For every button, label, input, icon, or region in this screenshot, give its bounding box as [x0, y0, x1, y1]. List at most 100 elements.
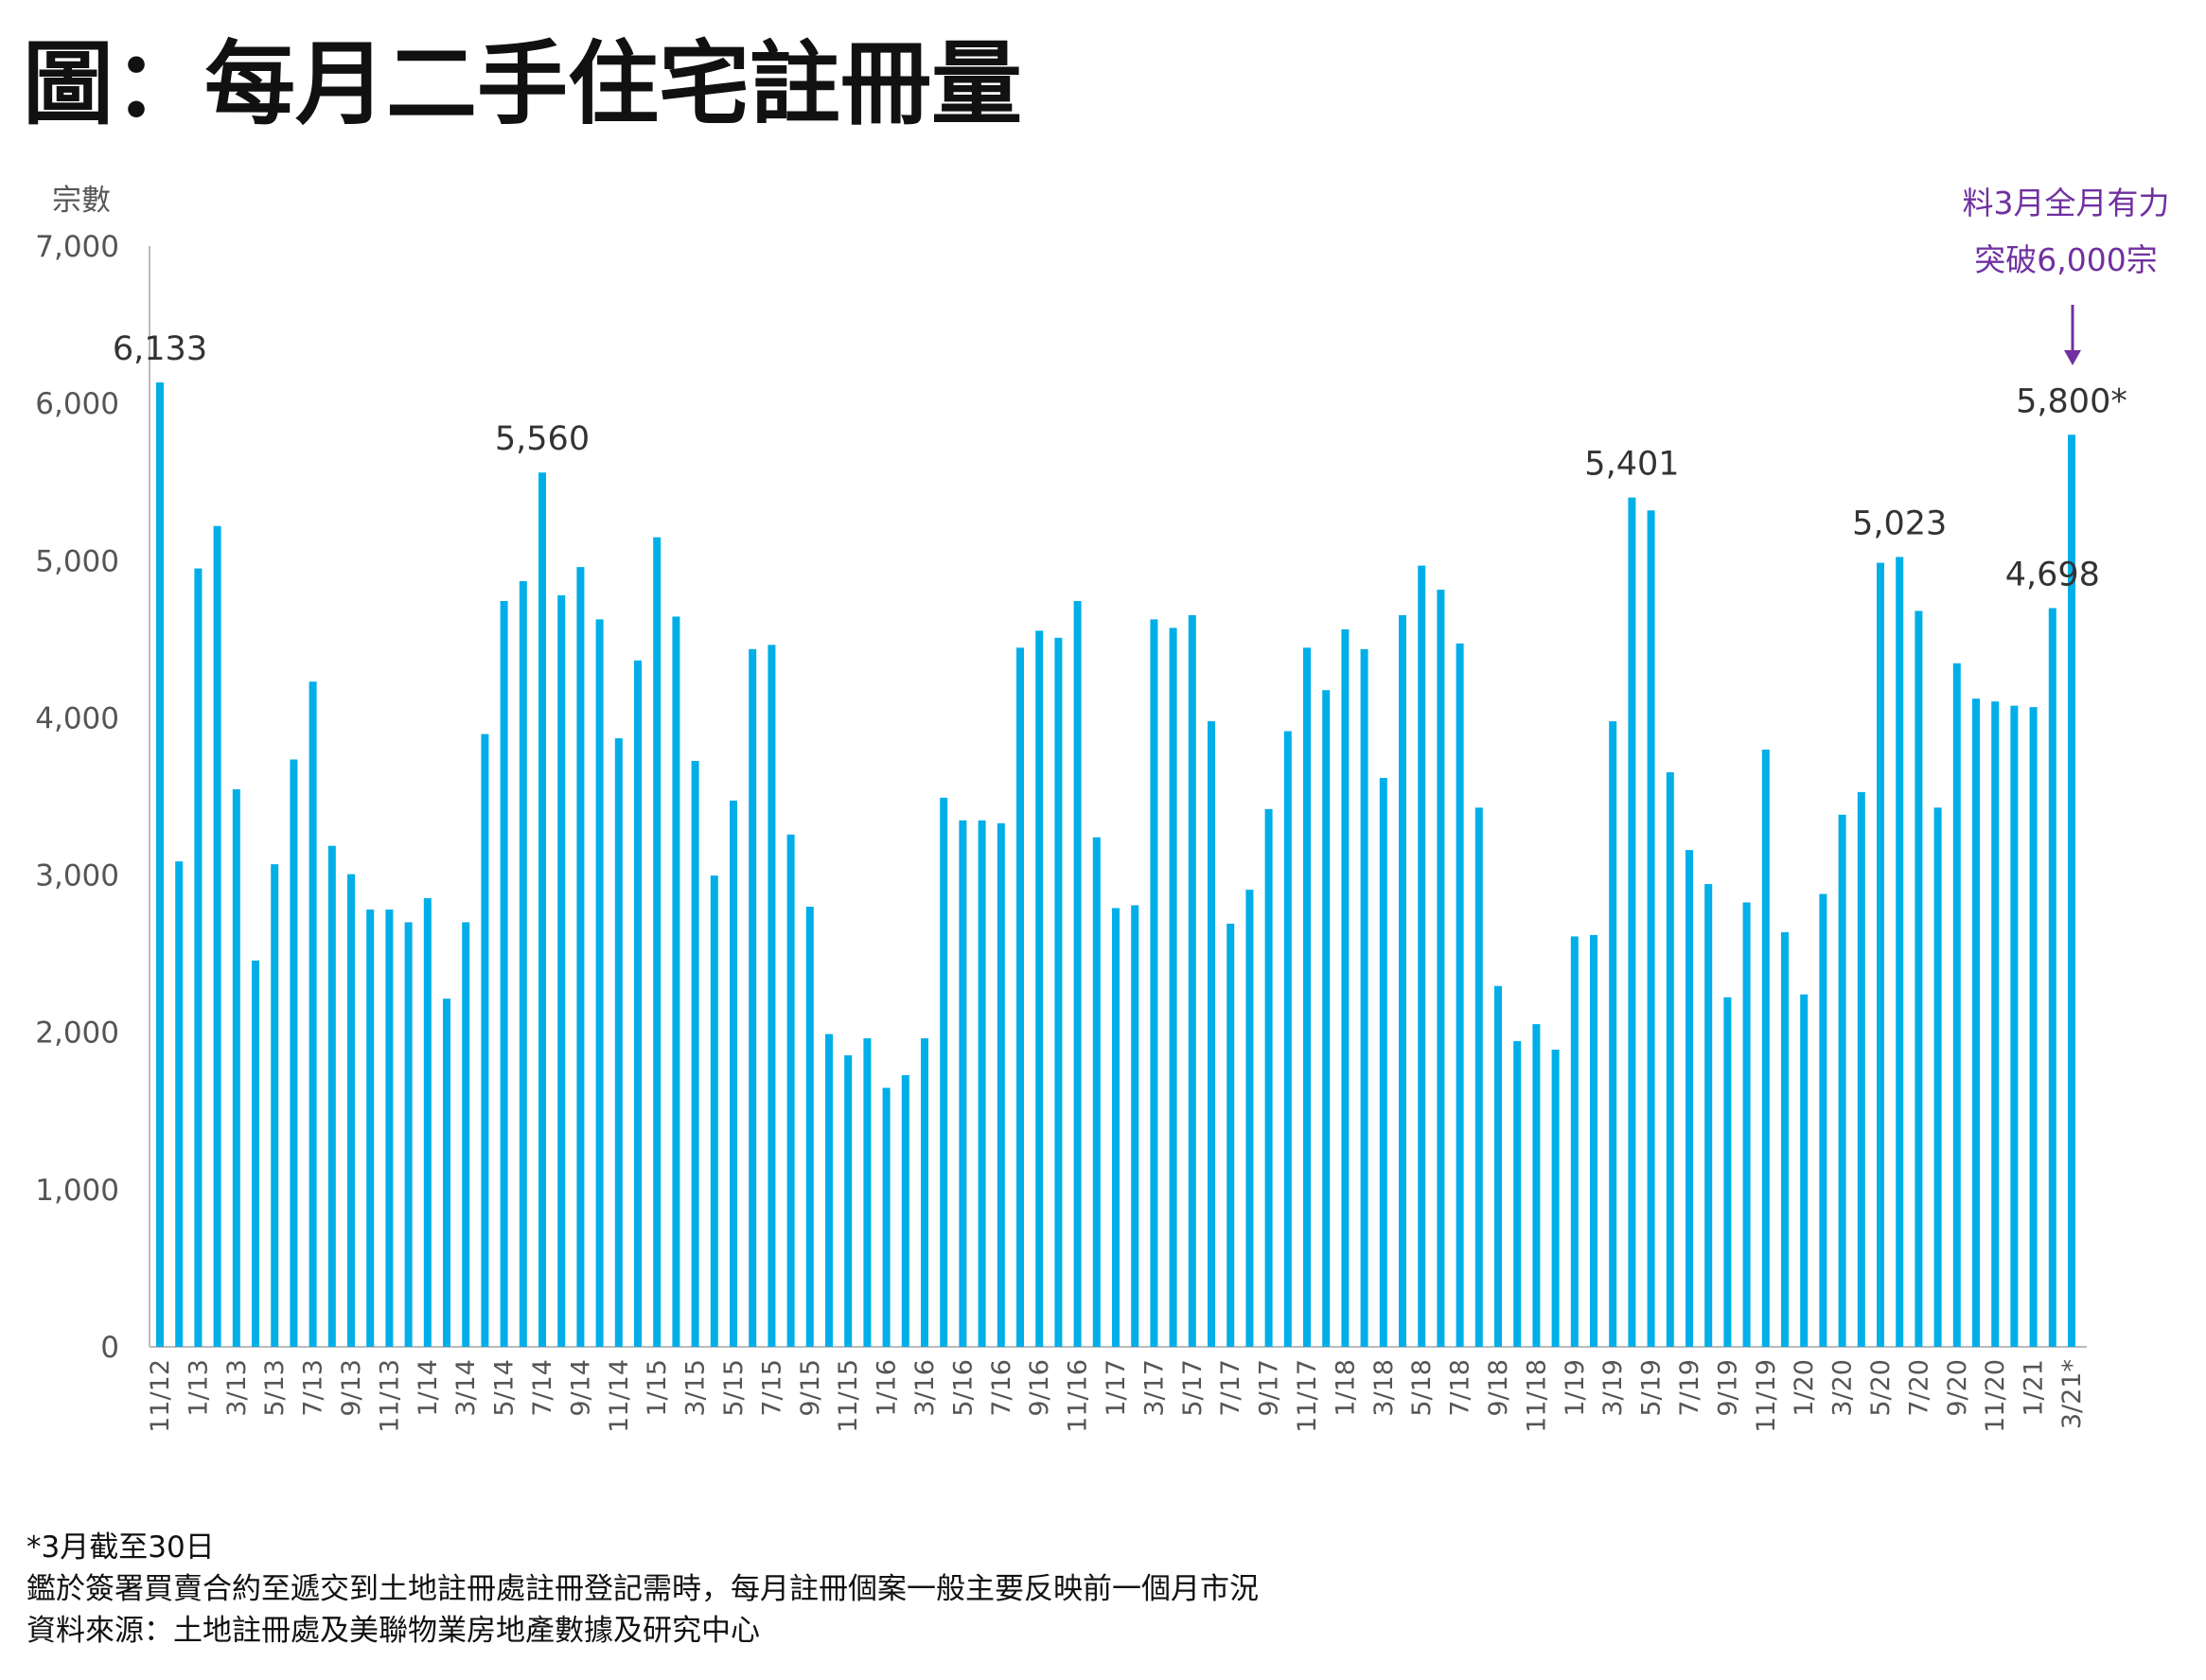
bar-11/14	[614, 738, 623, 1347]
x-tick-label: 9/17	[1255, 1359, 1284, 1417]
bar-9/13	[347, 874, 355, 1347]
bar-4/14	[481, 734, 489, 1347]
y-tick-label: 3,000	[35, 859, 119, 893]
x-tick-label: 3/20	[1828, 1359, 1858, 1417]
x-tick-label: 9/13	[337, 1359, 366, 1417]
bar-1/19	[1570, 936, 1579, 1347]
bar-10/18	[1513, 1041, 1522, 1347]
bar-3/15	[691, 760, 699, 1347]
x-tick-label: 9/15	[796, 1359, 825, 1417]
bar-6/19	[1666, 771, 1674, 1347]
bar-8/18	[1474, 807, 1483, 1347]
y-tick-label: 0	[100, 1331, 119, 1365]
y-tick-label: 2,000	[35, 1017, 119, 1051]
bar-7/13	[309, 681, 317, 1347]
x-tick-label: 7/17	[1216, 1359, 1245, 1417]
bar-5/14	[500, 600, 508, 1347]
footnote-1: *3月截至30日	[26, 1530, 215, 1565]
bar-10/17	[1283, 731, 1292, 1347]
bar-2/17	[1131, 905, 1139, 1347]
bar-6/14	[519, 581, 527, 1347]
x-tick-label: 3/15	[681, 1359, 711, 1417]
annotation-line-2: 突破6,000宗	[1974, 241, 2157, 278]
bar-5/13	[271, 864, 279, 1347]
bar-3/16	[921, 1038, 928, 1347]
bar-12/18	[1551, 1049, 1560, 1347]
bar-11/15	[844, 1054, 853, 1347]
bar-10/15	[825, 1034, 833, 1347]
annotation-arrow-icon	[2064, 305, 2081, 365]
bar-11/20	[1991, 701, 2000, 1347]
x-tick-label: 5/14	[490, 1359, 520, 1417]
bar-8/16	[1016, 647, 1024, 1347]
bar-9/17	[1264, 808, 1273, 1347]
bar-11/13	[385, 909, 394, 1347]
x-tick-label: 5/20	[1866, 1359, 1896, 1417]
bar-9/18	[1494, 985, 1502, 1347]
x-tick-label: 1/17	[1102, 1359, 1131, 1417]
data-label: 5,023	[1852, 504, 1947, 542]
bar-7/17	[1227, 923, 1235, 1347]
x-tick-label: 3/19	[1598, 1359, 1628, 1417]
bar-12/17	[1322, 690, 1331, 1347]
x-tick-label: 1/13	[184, 1359, 213, 1417]
x-tick-label: 11/19	[1752, 1359, 1781, 1433]
bar-3/17	[1150, 619, 1158, 1347]
x-tick-label: 11/17	[1293, 1359, 1322, 1433]
x-tick-label: 9/14	[566, 1359, 595, 1417]
bar-4/15	[710, 875, 718, 1347]
bar-7/14	[538, 472, 546, 1347]
bar-3/20	[1838, 814, 1846, 1347]
data-label: 5,800*	[2016, 382, 2127, 420]
x-tick-label: 3/13	[222, 1359, 252, 1417]
bar-7/18	[1456, 643, 1464, 1347]
bar-12/12	[175, 861, 184, 1347]
bar-2/18	[1360, 648, 1368, 1347]
x-tick-label: 11/20	[1981, 1359, 2010, 1433]
x-tick-label: 3/21*	[2057, 1359, 2087, 1429]
x-tick-label: 11/12	[146, 1359, 175, 1433]
annotation-line-1: 料3月全月有力	[1963, 185, 2170, 221]
bar-9/20	[1952, 663, 1961, 1347]
bar-4/13	[252, 960, 259, 1347]
bar-1/14	[423, 897, 432, 1347]
x-tick-label: 11/14	[605, 1359, 634, 1433]
bar-6/16	[978, 820, 986, 1347]
data-label: 5,560	[495, 420, 590, 458]
chart-title: 圖：每月二手住宅註冊量	[23, 31, 1022, 137]
x-tick-label: 1/14	[414, 1359, 443, 1417]
x-tick-label: 9/19	[1713, 1359, 1742, 1417]
bar-8/19	[1704, 884, 1713, 1347]
x-tick-label: 5/16	[948, 1359, 978, 1417]
bar-10/16	[1054, 637, 1063, 1347]
bar-1/20	[1800, 994, 1809, 1347]
y-axis-label: 宗數	[52, 184, 111, 218]
bar-11/18	[1532, 1024, 1541, 1347]
bar-1/13	[194, 568, 203, 1347]
x-tick-label: 5/18	[1407, 1359, 1437, 1417]
bar-1/21	[2029, 707, 2038, 1347]
bar-9/19	[1723, 997, 1732, 1347]
bar-8/13	[327, 845, 336, 1347]
data-label: 5,401	[1584, 446, 1679, 484]
x-tick-label: 11/18	[1522, 1359, 1551, 1433]
bar-6/18	[1437, 590, 1445, 1347]
bar-5/20	[1877, 562, 1884, 1347]
bar-6/15	[749, 648, 757, 1347]
bar-6/13	[290, 759, 298, 1347]
bar-6/17	[1208, 721, 1215, 1347]
x-tick-label: 7/19	[1675, 1359, 1704, 1417]
bar-8/17	[1245, 890, 1254, 1347]
bar-10/14	[595, 619, 604, 1347]
x-tick-label: 7/13	[299, 1359, 328, 1417]
x-tick-label: 7/14	[528, 1359, 557, 1417]
bar-9/15	[805, 906, 814, 1347]
bar-4/19	[1628, 497, 1636, 1347]
bar-12/15	[863, 1038, 872, 1347]
x-tick-label: 7/20	[1904, 1359, 1933, 1417]
x-tick-label: 9/16	[1025, 1359, 1054, 1417]
bar-2/21	[2048, 608, 2056, 1347]
x-tick-label: 7/18	[1446, 1359, 1475, 1417]
bar-4/16	[940, 797, 948, 1347]
